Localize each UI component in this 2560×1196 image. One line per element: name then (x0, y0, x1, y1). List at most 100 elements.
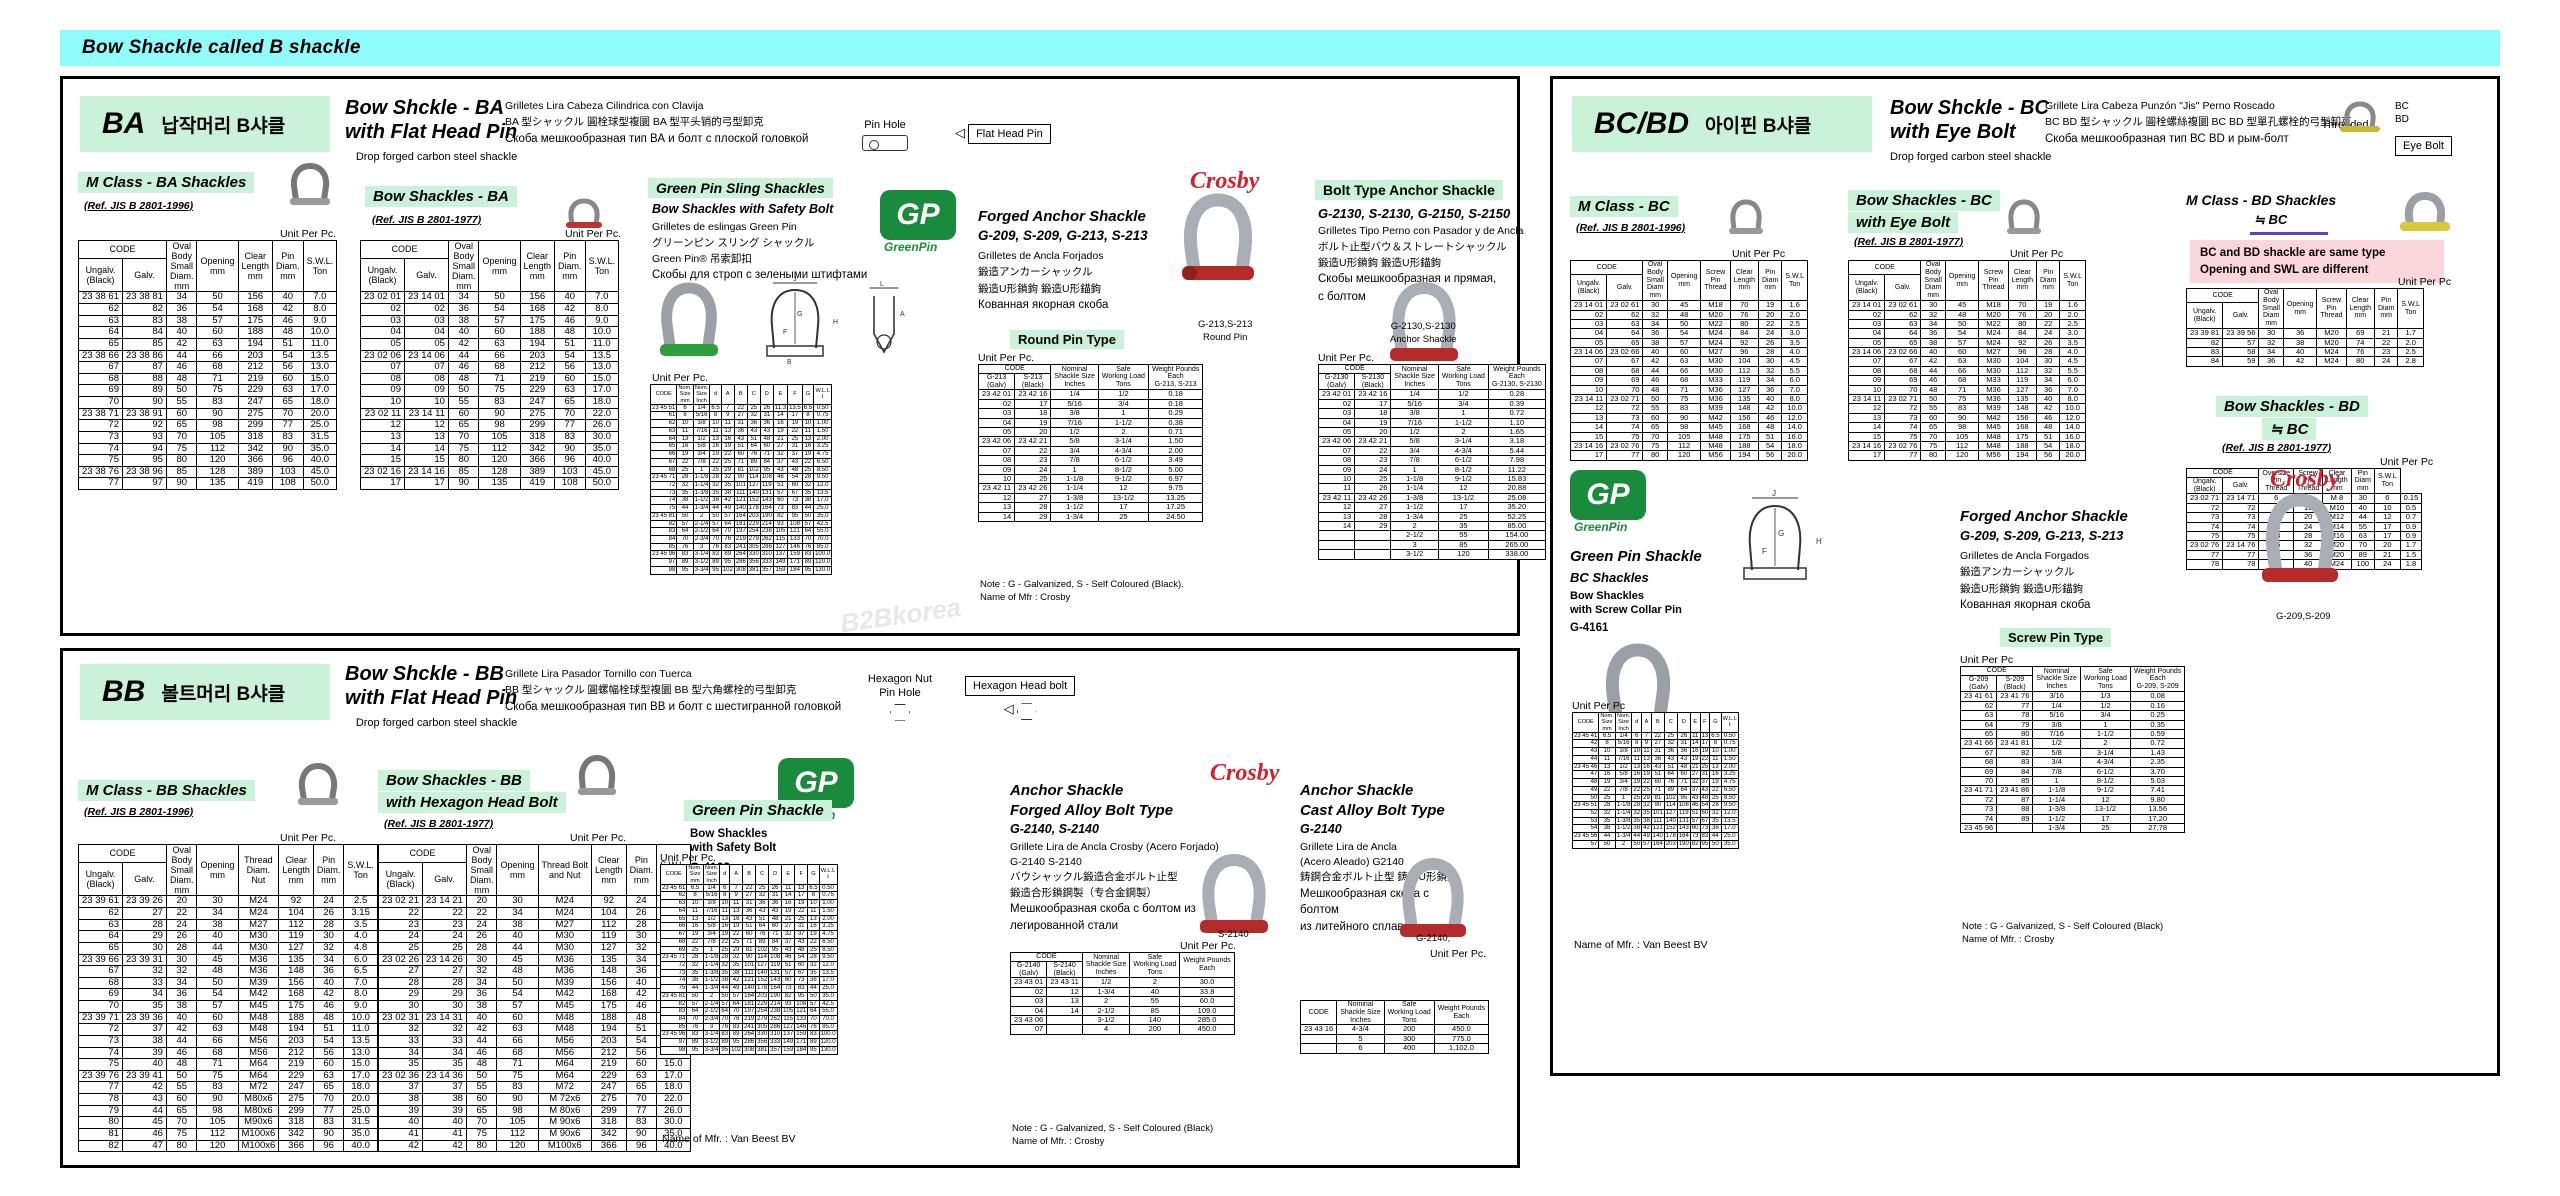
table-cell: 24 (421, 930, 467, 943)
table-cell: 10 (403, 396, 449, 409)
code-group-header: CODE (78, 844, 167, 863)
table-cell: 120 (478, 454, 521, 467)
table-cell: 16 (719, 922, 731, 932)
bb-ca-unit: Unit Per Pc. (1430, 948, 1487, 960)
table-row: 69 34 36 54 M42 168 42 8.0 (78, 988, 378, 1001)
column-header: E (772, 384, 789, 405)
table-cell: 42 (720, 496, 735, 506)
table-row: 23 45 51 6 1/4 6.5 7 22 25 26 11.3 13.5 6.5 0.50 (649, 403, 833, 413)
table-cell: 28 (1598, 801, 1616, 810)
table-cell: 102 (720, 565, 735, 575)
table-cell: 10 (709, 419, 722, 428)
table-cell: 60 (772, 496, 789, 506)
ba-lang-es: Grilletes Lira Cabeza Cilindrica con Cla… (505, 100, 704, 112)
svg-text:G: G (1778, 529, 1784, 538)
table-cell: 34 (465, 976, 498, 990)
table-cell: 18.0 (343, 1081, 378, 1094)
table-cell: 190 (768, 991, 783, 1001)
table-cell: 16 (807, 922, 820, 932)
table-row: 68 88 48 71 219 60 15.0 (78, 372, 338, 386)
table-cell: 39 (421, 1104, 467, 1118)
table-cell: 22 (1641, 778, 1652, 787)
table-cell: 25.0 (302, 419, 338, 432)
table-cell: 1/2 (1081, 977, 1131, 988)
table-cell: 4.75 (818, 930, 838, 939)
table-cell: 104 (591, 907, 627, 920)
table-cell: 73 (78, 430, 123, 444)
table-cell: 9.0 (302, 314, 338, 328)
bb-fa-lang-1: G-2140 S-2140 (1010, 856, 1082, 869)
bcbd-fa-lang-jp: 鍛造アンカーシャックル (1960, 566, 2075, 579)
table-cell: 55 (165, 396, 198, 409)
bcbd-bsbc-head: Bow Shackles - BC (1848, 190, 2000, 211)
table-cell: 1/2 (2032, 738, 2081, 749)
table-cell: 98 (478, 419, 521, 432)
table-cell: 38 (496, 918, 539, 932)
table-cell: 149 (781, 1038, 796, 1047)
table-cell: 23 42 06 (1317, 436, 1356, 447)
table-row: 66 16 5/8 16 19 51 64 60 27 31 16 3.25 (659, 922, 838, 932)
table-cell: 69 (1606, 375, 1644, 386)
table-cell: 2.5 (343, 895, 378, 908)
table-cell: 30 (2035, 356, 2061, 367)
table-cell: 1.00 (818, 899, 838, 908)
table-cell: 75 (196, 1069, 239, 1083)
table-cell: 11 (709, 426, 722, 436)
table-cell: 102 (1663, 793, 1678, 803)
svg-text:F: F (783, 329, 787, 336)
table-cell: 77 (312, 1104, 345, 1118)
table-cell: 11.0 (343, 1023, 378, 1036)
table-row: 23 41 61 23 41 76 3/16 1/3 0.08 (1959, 691, 2186, 702)
table-cell: 95 (1699, 839, 1711, 849)
table-row: 14 29 1-3/4 25 24.50 (977, 511, 1204, 522)
table-cell: 50 (807, 991, 820, 1001)
table-cell: 76 (719, 1022, 731, 1032)
column-header: d (709, 384, 722, 405)
table-cell: 43 (794, 937, 809, 947)
table-cell: M64 (237, 1058, 280, 1071)
table-cell: 194 (237, 337, 274, 351)
table-cell: 318 (278, 1116, 314, 1129)
table-cell: 1-3/4 (692, 504, 711, 513)
column-header: Opening mm (478, 239, 521, 293)
table-cell: 70 (312, 1093, 345, 1106)
table-cell: 30 (196, 895, 239, 908)
table-cell: 90 (1650, 801, 1665, 810)
table-cell: 159 (781, 1045, 796, 1055)
bb-title-line2: with Flat Head Pin (345, 687, 518, 710)
table-cell: 11 (801, 426, 815, 436)
table-cell: 65 (78, 337, 123, 351)
table-row: 23 02 36 23 14 36 50 75 M64 229 63 17.0 (378, 1069, 691, 1083)
table-cell: 7.0 (343, 976, 378, 990)
table-cell: 35 (719, 968, 731, 978)
table-row: 23 45 61 6.5 1/4 6 7 22 25 26 11 13 6.5 0.50 (659, 883, 838, 893)
column-header: Clear Length mm (2007, 259, 2038, 302)
table-cell: 42.5 (818, 999, 838, 1009)
table-cell: 5/16 (692, 411, 711, 421)
table-cell: 25 (1663, 731, 1678, 741)
table-cell: 188 (591, 1011, 627, 1025)
table-cell: 29 (121, 930, 167, 943)
table-cell: 32 (781, 930, 796, 939)
table-cell: 14 (977, 511, 1016, 522)
table-cell: 89 (729, 1030, 744, 1040)
table-cell: 73 (1689, 832, 1701, 841)
bcbd-type-tag: BC/BD 아이핀 B샤클 (1572, 96, 1872, 152)
table-cell: 6 (2373, 493, 2401, 504)
table-row: 02 02 36 54 168 42 8.0 (360, 303, 620, 316)
table-cell: 81 (733, 465, 748, 475)
table-cell: 23 02 61 (1884, 300, 1922, 311)
table-cell: 50 (709, 511, 722, 521)
table-cell: 42 (729, 976, 744, 986)
bb-bsbb-ref: (Ref. JIS B 2801-1977) (384, 818, 494, 830)
table-cell: 37 (378, 1081, 423, 1094)
table-cell: 19 (1757, 300, 1783, 311)
table-cell: 19 (1631, 778, 1643, 787)
ba-bta-pic-label: G-2130,S-2130 Anchor Shackle (1390, 320, 1457, 347)
table-cell: 120 (196, 454, 239, 467)
table-cell: 3.15 (343, 907, 378, 920)
table-row: 14 74 65 98 M45 168 48 14.0 (1847, 422, 2087, 433)
ba-gp-table: CODE Nom. Size mm Nom. Size Inch d A B C D E F G W.L.L t… (649, 384, 833, 575)
table-cell: 31 (1650, 747, 1665, 756)
table-cell: 27 (1354, 502, 1392, 513)
